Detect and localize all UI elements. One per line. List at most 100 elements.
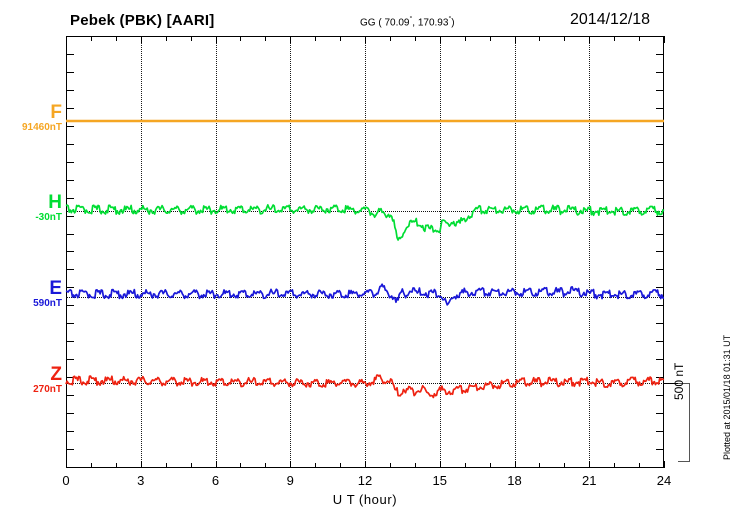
y-axis-tick	[66, 179, 74, 181]
y-axis-tick	[66, 430, 74, 432]
y-axis-tick-right	[656, 233, 664, 235]
y-axis-tick	[66, 107, 74, 109]
y-axis-tick	[66, 71, 74, 73]
y-axis-tick	[66, 377, 74, 379]
xtick-hour-16	[464, 463, 466, 468]
x-axis-label-6: 6	[211, 473, 220, 488]
xtick-hour-5	[190, 463, 192, 468]
geo-coords-suffix: )	[451, 17, 455, 29]
x-axis-title-unit: (hour)	[358, 492, 398, 507]
gridline-hour-12	[365, 36, 366, 468]
baseline-h	[66, 211, 664, 212]
component-letter-z: Z	[50, 364, 62, 385]
y-axis-tick	[66, 269, 74, 271]
gridline-hour-21	[589, 36, 591, 468]
xtick-hour-8	[265, 463, 267, 468]
y-axis-tick-right	[656, 466, 664, 468]
y-axis-tick-right	[656, 71, 664, 73]
y-axis-tick-right	[656, 269, 664, 271]
scalebar-zero-tick	[664, 383, 678, 384]
xtick-top-hour-2	[115, 36, 117, 41]
y-axis-tick-right	[656, 161, 664, 163]
y-axis-tick	[66, 197, 74, 199]
xtick-hour-15	[439, 461, 441, 468]
component-label-z: Z 270nT	[6, 365, 62, 396]
station-title: Pebek (PBK) [AARI]	[70, 12, 215, 29]
y-axis-tick	[66, 215, 74, 217]
baseline-e	[66, 297, 664, 298]
xtick-top-hour-15	[439, 36, 441, 43]
xtick-top-hour-23	[639, 36, 641, 41]
xtick-hour-7	[240, 463, 242, 468]
xtick-top-hour-8	[265, 36, 267, 41]
xtick-hour-20	[564, 463, 566, 468]
y-axis-tick	[66, 287, 74, 289]
y-axis-tick	[66, 466, 74, 468]
gridline-hour-9	[290, 36, 292, 468]
xtick-hour-6	[215, 461, 217, 468]
xtick-top-hour-0	[66, 36, 67, 43]
gridline-hour-15	[439, 36, 441, 468]
xtick-top-hour-7	[240, 36, 242, 41]
y-axis-tick-right	[656, 107, 664, 109]
xtick-top-hour-11	[340, 36, 342, 41]
y-axis-tick	[66, 89, 74, 91]
component-value-e: 590nT	[33, 298, 62, 309]
x-axis-title-prefix: U T	[332, 492, 356, 507]
gridline-hour-3	[140, 36, 142, 468]
gridline-hour-6	[215, 36, 217, 468]
y-axis-tick	[66, 233, 74, 235]
y-axis-tick-right	[656, 305, 664, 307]
component-letter-e: E	[49, 278, 62, 299]
xtick-hour-24	[664, 461, 665, 468]
y-axis-tick-right	[656, 287, 664, 289]
xtick-top-hour-9	[290, 36, 292, 43]
gridline-hour-18	[514, 36, 516, 468]
plot-area	[65, 36, 665, 468]
y-axis-tick	[66, 395, 74, 397]
y-axis-tick-right	[656, 341, 664, 343]
xtick-hour-19	[539, 463, 541, 468]
xtick-top-hour-4	[165, 36, 167, 41]
xtick-top-hour-19	[539, 36, 541, 41]
xtick-top-hour-3	[140, 36, 142, 43]
component-label-f: F 91460nT	[6, 103, 62, 134]
component-value-f: 91460nT	[21, 122, 62, 133]
xtick-hour-22	[614, 463, 616, 468]
y-axis-tick	[66, 448, 74, 450]
component-letter-f: F	[50, 102, 62, 123]
x-axis-label-3: 3	[137, 473, 145, 488]
scale-bar-label: 500 nT	[672, 362, 686, 400]
component-value-z: 270nT	[33, 384, 62, 395]
x-axis-label-24: 24	[656, 473, 672, 488]
y-axis-tick-right	[656, 323, 664, 325]
x-axis-label-12: 12	[357, 473, 373, 488]
x-axis-label-0: 0	[62, 473, 70, 488]
y-axis-tick	[66, 413, 74, 414]
xtick-hour-1	[90, 463, 92, 468]
geographic-coordinates: GG ( 70.09°, 170.93°)	[360, 16, 455, 28]
xtick-hour-10	[315, 463, 317, 468]
xtick-hour-3	[140, 461, 142, 468]
trace-f	[65, 119, 665, 123]
plotted-at-timestamp: Plotted at 2015/01/18 01:31 UT	[722, 334, 730, 460]
trace-h	[65, 204, 665, 241]
xtick-top-hour-22	[614, 36, 616, 41]
y-axis-tick-right	[656, 359, 664, 361]
xtick-top-hour-1	[90, 36, 92, 41]
xtick-top-hour-18	[514, 36, 516, 43]
xtick-top-hour-6	[215, 36, 217, 43]
y-axis-tick-right	[656, 395, 664, 397]
component-value-h: -30nT	[35, 212, 62, 223]
y-axis-tick-right	[656, 251, 664, 253]
component-label-e: E 590nT	[6, 279, 62, 310]
component-label-h: H -30nT	[6, 193, 62, 224]
xtick-top-hour-20	[564, 36, 566, 41]
y-axis-tick-right	[656, 430, 664, 432]
y-axis-tick	[66, 54, 74, 55]
xtick-top-hour-17	[489, 36, 491, 41]
xtick-hour-21	[589, 461, 591, 468]
y-axis-tick	[66, 161, 74, 163]
y-axis-tick	[66, 323, 74, 325]
xtick-hour-2	[115, 463, 117, 468]
